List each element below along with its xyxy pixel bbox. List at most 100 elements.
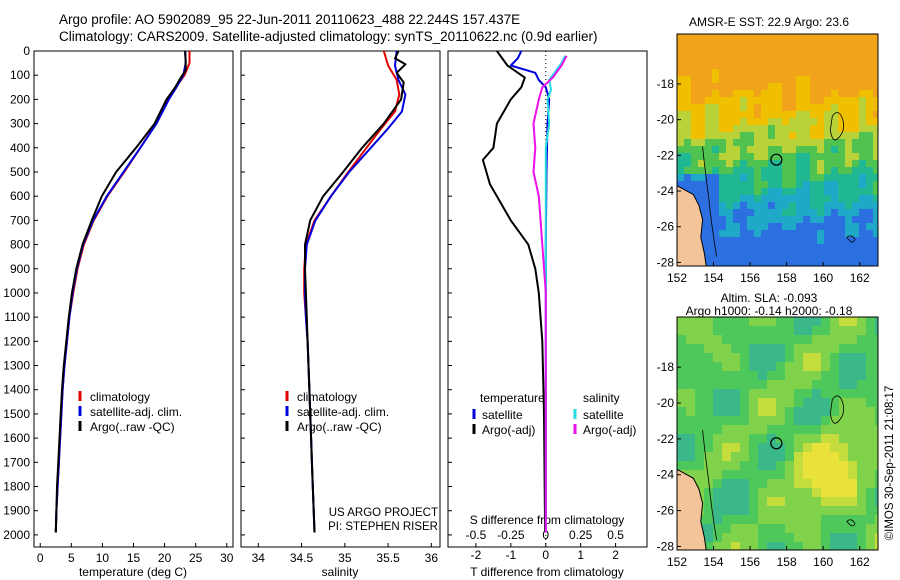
map-cell	[831, 125, 839, 133]
map-cell	[733, 48, 741, 56]
map-cell	[839, 398, 849, 408]
map-cell	[845, 146, 853, 154]
map-cell	[698, 230, 706, 238]
map-cell	[705, 104, 713, 112]
map-cell	[731, 389, 741, 399]
map-cell	[852, 174, 860, 182]
map-cell	[831, 209, 839, 217]
map-cell	[810, 76, 818, 84]
map-cell	[866, 515, 876, 525]
map-cell	[821, 371, 831, 381]
map-cell	[803, 258, 811, 266]
map-cell	[749, 434, 759, 444]
map-cell	[875, 434, 878, 444]
map-cell	[831, 160, 839, 168]
map-cell	[776, 515, 786, 525]
map-cell	[785, 434, 795, 444]
map-cell	[848, 542, 858, 550]
map-cell	[875, 380, 878, 390]
map-cell	[866, 41, 874, 49]
map-cell	[775, 188, 783, 196]
map-cell	[785, 524, 795, 534]
map-cell	[726, 174, 734, 182]
map-cell	[747, 230, 755, 238]
map-cell	[767, 317, 777, 327]
map-cell	[733, 125, 741, 133]
map-cell	[754, 181, 762, 189]
map-cell	[740, 153, 748, 161]
map-cell	[740, 41, 748, 49]
map-cell	[782, 244, 790, 252]
map-cell	[866, 461, 876, 471]
map-cell	[761, 195, 769, 203]
map-cell	[845, 160, 853, 168]
map-cell	[775, 160, 783, 168]
map-cell	[749, 326, 759, 336]
map-cell	[747, 139, 755, 147]
map-cell	[839, 524, 849, 534]
map-cell	[785, 479, 795, 489]
map-cell	[754, 90, 762, 98]
x-tick-label: 35.5	[376, 551, 400, 565]
map-cell	[838, 181, 846, 189]
map-cell	[810, 244, 818, 252]
map-cell	[848, 335, 858, 345]
depth-tick-label: 2000	[3, 528, 30, 542]
series-line-difference	[532, 55, 568, 533]
map-cell	[768, 55, 776, 63]
map-cell	[810, 83, 818, 91]
map-cell	[677, 55, 685, 63]
legend-label: climatology	[90, 390, 150, 404]
map-cell	[824, 139, 832, 147]
map-cell	[866, 479, 876, 489]
map-cell	[857, 380, 867, 390]
map-cell	[852, 251, 860, 259]
map-cell	[817, 83, 825, 91]
map-cell	[722, 470, 732, 480]
map-cell	[838, 104, 846, 112]
map-cell	[686, 335, 696, 345]
map-cell	[838, 167, 846, 175]
map-cell	[803, 524, 813, 534]
map-cell	[839, 326, 849, 336]
map-cell	[758, 461, 768, 471]
map-cell	[712, 258, 720, 266]
map-cell	[875, 425, 878, 435]
map-cell	[866, 353, 876, 363]
map-cell	[740, 132, 748, 140]
map-cell	[831, 62, 839, 70]
map-cell	[704, 443, 714, 453]
map-cell	[749, 425, 759, 435]
map-cell	[733, 244, 741, 252]
map-cell	[705, 174, 713, 182]
map-cell	[845, 41, 853, 49]
map-x-tick-label: 152	[667, 555, 687, 569]
map-x-tick-label: 158	[777, 271, 797, 285]
map-cell	[768, 118, 776, 126]
map-cell	[726, 146, 734, 154]
map-cell	[830, 371, 840, 381]
x-tick-label: 34	[252, 551, 266, 565]
map-cell	[848, 344, 858, 354]
map-cell	[733, 230, 741, 238]
bathymetry-contour	[846, 519, 856, 527]
map-cell	[866, 524, 876, 534]
map-cell	[722, 452, 732, 462]
x-axis-label: temperature (deg C)	[79, 565, 187, 579]
map-cell	[866, 380, 876, 390]
map-cell	[796, 146, 804, 154]
map-cell	[705, 76, 713, 84]
map-cell	[712, 251, 720, 259]
map-x-tick-label: 154	[704, 555, 724, 569]
map-cell	[731, 344, 741, 354]
map-cell	[824, 230, 832, 238]
map-cell	[677, 167, 685, 175]
map-cell	[845, 62, 853, 70]
map-cell	[794, 425, 804, 435]
map-cell	[775, 104, 783, 112]
map-cell	[768, 167, 776, 175]
map-cell	[733, 153, 741, 161]
map-cell	[776, 425, 786, 435]
map-cell	[733, 195, 741, 203]
map-cell	[824, 209, 832, 217]
